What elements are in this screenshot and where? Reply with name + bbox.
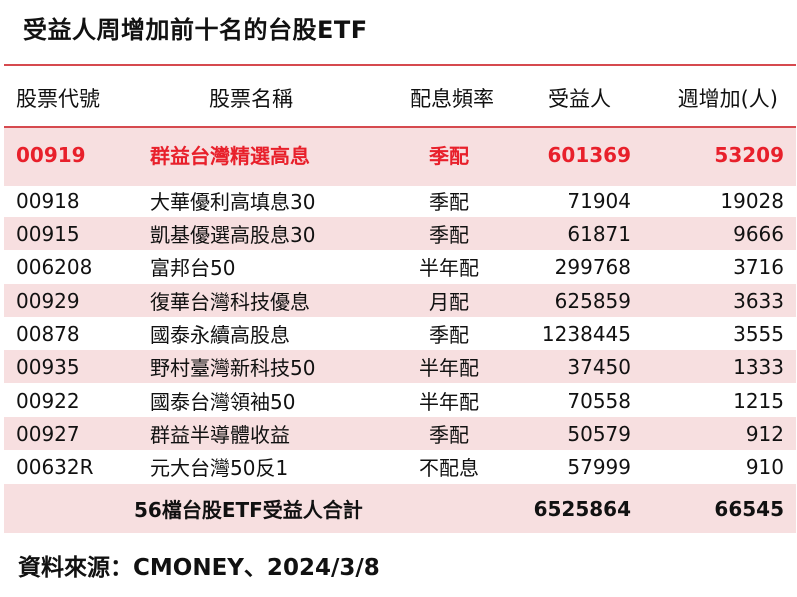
cell-increase: 19028 — [720, 188, 784, 213]
cell-name: 國泰永續高股息 — [150, 323, 290, 347]
header-holders: 受益人 — [548, 87, 611, 111]
cell-frequency: 半年配 — [419, 390, 479, 414]
cell-increase: 9666 — [733, 221, 784, 246]
table-row: 00919 群益台灣精選高息 季配 601369 53209 — [4, 138, 796, 171]
cell-increase: 910 — [745, 454, 784, 479]
cell-code: 00929 — [16, 288, 80, 313]
cell-frequency: 半年配 — [419, 256, 479, 280]
cell-increase: 1333 — [733, 354, 784, 379]
summary-row: 56檔台股ETF受益人合計 6525864 66545 — [4, 484, 796, 533]
cell-increase: 912 — [745, 421, 784, 446]
cell-frequency: 季配 — [429, 144, 469, 168]
cell-code: 00918 — [16, 188, 80, 213]
cell-code: 00915 — [16, 221, 80, 246]
table-row: 00929 復華台灣科技優息 月配 625859 3633 — [4, 284, 796, 317]
cell-holders: 57999 — [567, 454, 631, 479]
top-divider — [4, 64, 796, 66]
header-code: 股票代號 — [16, 87, 100, 111]
cell-frequency: 季配 — [429, 323, 469, 347]
cell-frequency: 不配息 — [419, 456, 479, 480]
cell-increase: 1215 — [733, 388, 784, 413]
table-row: 00935 野村臺灣新科技50 半年配 37450 1333 — [4, 350, 796, 383]
cell-holders: 37450 — [567, 354, 631, 379]
header-increase: 週增加(人) — [677, 87, 778, 111]
cell-holders: 299768 — [554, 254, 631, 279]
summary-label: 56檔台股ETF受益人合計 — [134, 498, 363, 522]
cell-holders: 50579 — [567, 421, 631, 446]
cell-frequency: 季配 — [429, 423, 469, 447]
table-row: 00915 凱基優選高股息30 季配 61871 9666 — [4, 217, 796, 250]
cell-code: 00919 — [16, 142, 86, 167]
cell-frequency: 月配 — [429, 290, 469, 314]
table-row: 00632R 元大台灣50反1 不配息 57999 910 — [4, 450, 796, 483]
table-row: 00927 群益半導體收益 季配 50579 912 — [4, 417, 796, 450]
cell-holders: 601369 — [547, 142, 632, 167]
cell-holders: 70558 — [567, 388, 631, 413]
cell-name: 國泰台灣領袖50 — [150, 390, 296, 414]
cell-code: 00922 — [16, 388, 80, 413]
table-row: 00878 國泰永續高股息 季配 1238445 3555 — [4, 317, 796, 350]
table-header: 股票代號 股票名稱 配息頻率 受益人 週增加(人) — [4, 70, 796, 126]
cell-increase: 3555 — [733, 321, 784, 346]
cell-name: 野村臺灣新科技50 — [150, 356, 316, 380]
header-name: 股票名稱 — [209, 87, 293, 111]
cell-frequency: 季配 — [429, 223, 469, 247]
table-row: 00922 國泰台灣領袖50 半年配 70558 1215 — [4, 384, 796, 417]
cell-increase: 3716 — [733, 254, 784, 279]
cell-increase: 3633 — [733, 288, 784, 313]
cell-name: 群益半導體收益 — [150, 423, 290, 447]
cell-increase: 53209 — [714, 142, 784, 167]
cell-frequency: 半年配 — [419, 356, 479, 380]
cell-name: 凱基優選高股息30 — [150, 223, 316, 247]
cell-holders: 71904 — [567, 188, 631, 213]
cell-code: 00632R — [16, 454, 94, 479]
cell-holders: 625859 — [554, 288, 631, 313]
table-row: 006208 富邦台50 半年配 299768 3716 — [4, 250, 796, 283]
page-title: 受益人周增加前十名的台股ETF — [23, 16, 368, 44]
cell-name: 富邦台50 — [150, 256, 236, 280]
header-frequency: 配息頻率 — [410, 87, 494, 111]
cell-frequency: 季配 — [429, 190, 469, 214]
cell-code: 00878 — [16, 321, 80, 346]
cell-holders: 61871 — [567, 221, 631, 246]
cell-name: 群益台灣精選高息 — [150, 144, 310, 168]
cell-name: 元大台灣50反1 — [150, 456, 289, 480]
cell-name: 大華優利高填息30 — [150, 190, 316, 214]
cell-holders: 1238445 — [541, 321, 631, 346]
highlight-band — [4, 126, 796, 186]
summary-holders: 6525864 — [533, 496, 631, 521]
cell-code: 00935 — [16, 354, 80, 379]
summary-increase: 66545 — [714, 496, 784, 521]
cell-code: 006208 — [16, 254, 93, 279]
table-row: 00918 大華優利高填息30 季配 71904 19028 — [4, 184, 796, 217]
cell-code: 00927 — [16, 421, 80, 446]
source-note: 資料來源：CMONEY、2024/3/8 — [18, 555, 380, 581]
cell-name: 復華台灣科技優息 — [150, 290, 310, 314]
